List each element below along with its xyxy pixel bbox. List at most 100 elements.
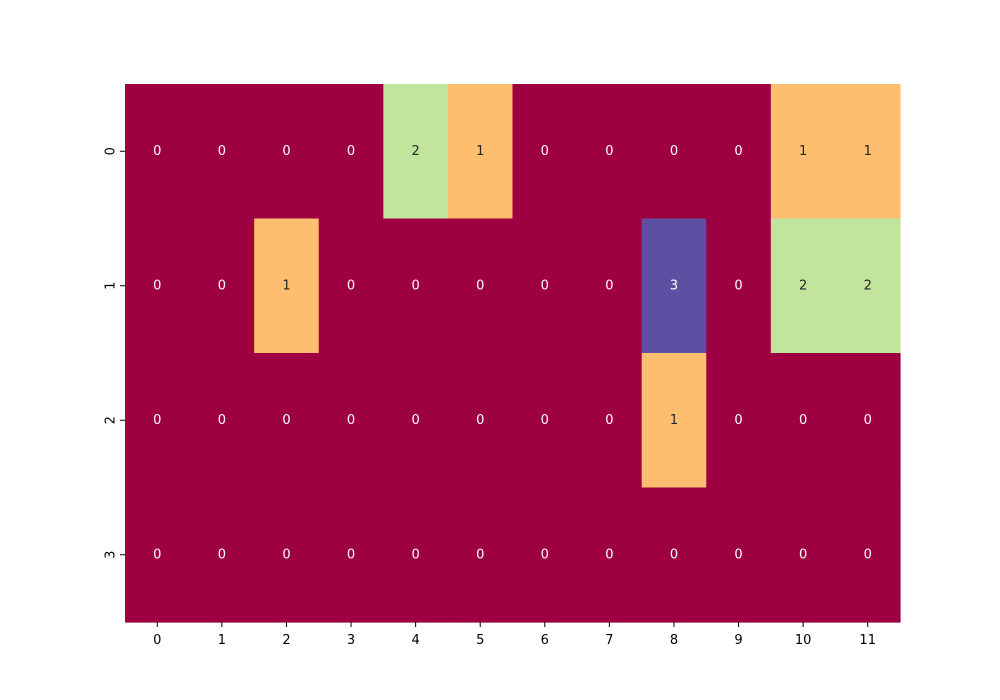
cell-value-label: 0: [153, 547, 161, 562]
cell-value-label: 0: [476, 547, 484, 562]
cell-value-label: 1: [476, 144, 484, 159]
cell-value-label: 0: [605, 547, 613, 562]
x-tick-label: 3: [347, 633, 355, 648]
heatmap-cell: [641, 218, 707, 354]
heatmap-cell: [512, 84, 578, 220]
x-tick-label: 10: [795, 633, 812, 648]
heatmap-cell: [125, 218, 191, 354]
heatmap-cell: [383, 353, 449, 489]
cell-value-label: 1: [799, 144, 807, 159]
cell-value-label: 0: [734, 413, 742, 428]
heatmap-cell: [706, 353, 772, 489]
cell-value-label: 0: [670, 547, 678, 562]
cell-value-label: 1: [864, 144, 872, 159]
heatmap-cell: [447, 353, 514, 489]
cell-value-label: 0: [282, 413, 290, 428]
heatmap-cell: [770, 487, 837, 623]
heatmap-cell: [125, 84, 191, 220]
y-tick-label: 2: [104, 416, 119, 424]
heatmap-cell: [125, 353, 191, 489]
heatmap-cell: [577, 487, 643, 623]
cell-value-label: 0: [605, 413, 613, 428]
heatmap-cell: [383, 84, 449, 220]
cell-value-label: 0: [476, 278, 484, 293]
heatmap-cell: [835, 487, 901, 623]
heatmap-cell: [318, 218, 384, 354]
cell-value-label: 0: [218, 547, 226, 562]
heatmap-cell: [835, 353, 901, 489]
cell-value-label: 0: [347, 278, 355, 293]
x-tick-label: 9: [734, 633, 742, 648]
cell-value-label: 0: [541, 278, 549, 293]
heatmap-cell: [189, 487, 255, 623]
cell-value-label: 0: [799, 413, 807, 428]
heatmap-cell: [318, 84, 384, 220]
cell-value-label: 0: [734, 278, 742, 293]
x-tick-label: 0: [153, 633, 161, 648]
heatmap-cell: [835, 218, 901, 354]
cell-value-label: 2: [864, 278, 872, 293]
heatmap-cell: [383, 487, 449, 623]
heatmap-cell: [577, 353, 643, 489]
cell-value-label: 0: [734, 144, 742, 159]
heatmap-cell: [512, 487, 578, 623]
cell-value-label: 1: [282, 278, 290, 293]
cell-value-label: 0: [282, 144, 290, 159]
heatmap-cell: [577, 218, 643, 354]
heatmap-cell: [189, 353, 255, 489]
heatmap-cell: [189, 84, 255, 220]
heatmap-cell: [318, 353, 384, 489]
heatmap-cell: [512, 353, 578, 489]
cell-annotations: 0 0 0 0 2 1 0 0 0 0 1 1 0 0 1 0 0 0 0 0 3 0 2 2 0 0 0 0 0 0 0 0 1 0 0 0 0 0 0 0…: [153, 144, 872, 563]
heatmap-cell: [641, 84, 707, 220]
cell-value-label: 0: [864, 547, 872, 562]
cell-value-label: 0: [282, 547, 290, 562]
cell-value-label: 0: [411, 413, 419, 428]
y-tick-label: 1: [104, 282, 119, 290]
cell-value-label: 0: [218, 144, 226, 159]
x-tick-label: 11: [859, 633, 876, 648]
y-tick-label: 0: [104, 147, 119, 155]
x-tick-label: 2: [282, 633, 290, 648]
heatmap-cell: [254, 218, 320, 354]
cell-value-label: 0: [476, 413, 484, 428]
heatmap-cell: [770, 84, 837, 220]
heatmap-cell: [125, 487, 191, 623]
heatmap-cell: [254, 84, 320, 220]
cell-value-label: 2: [799, 278, 807, 293]
cell-value-label: 0: [153, 144, 161, 159]
cell-value-label: 0: [347, 413, 355, 428]
cell-value-label: 0: [153, 278, 161, 293]
cell-value-label: 0: [218, 278, 226, 293]
cell-value-label: 0: [864, 413, 872, 428]
heatmap-cell: [318, 487, 384, 623]
heatmap-cell: [447, 84, 514, 220]
y-tick-label: 3: [104, 551, 119, 559]
cell-value-label: 0: [734, 547, 742, 562]
heatmap-cell: [383, 218, 449, 354]
heatmap-cell: [189, 218, 255, 354]
cell-value-label: 3: [670, 278, 678, 293]
cell-value-label: 0: [218, 413, 226, 428]
heatmap-cell: [770, 218, 837, 354]
heatmap-cell: [447, 218, 514, 354]
cell-value-label: 0: [541, 547, 549, 562]
cell-value-label: 0: [541, 413, 549, 428]
heatmap-cell: [447, 487, 514, 623]
heatmap-cell: [254, 487, 320, 623]
cell-value-label: 1: [670, 413, 678, 428]
x-tick-label: 5: [476, 633, 484, 648]
cell-value-label: 0: [153, 413, 161, 428]
x-axis: 0 1 2 3 4 5 6 7 8 9 10 11: [153, 622, 876, 648]
x-tick-label: 8: [670, 633, 678, 648]
heatmap-cell: [254, 353, 320, 489]
heatmap-cells: [125, 84, 901, 623]
cell-value-label: 0: [411, 278, 419, 293]
x-tick-label: 4: [411, 633, 419, 648]
y-axis: 0 1 2 3: [104, 147, 125, 559]
cell-value-label: 0: [347, 547, 355, 562]
heatmap-cell: [706, 218, 772, 354]
cell-value-label: 0: [605, 144, 613, 159]
x-tick-label: 1: [218, 633, 226, 648]
